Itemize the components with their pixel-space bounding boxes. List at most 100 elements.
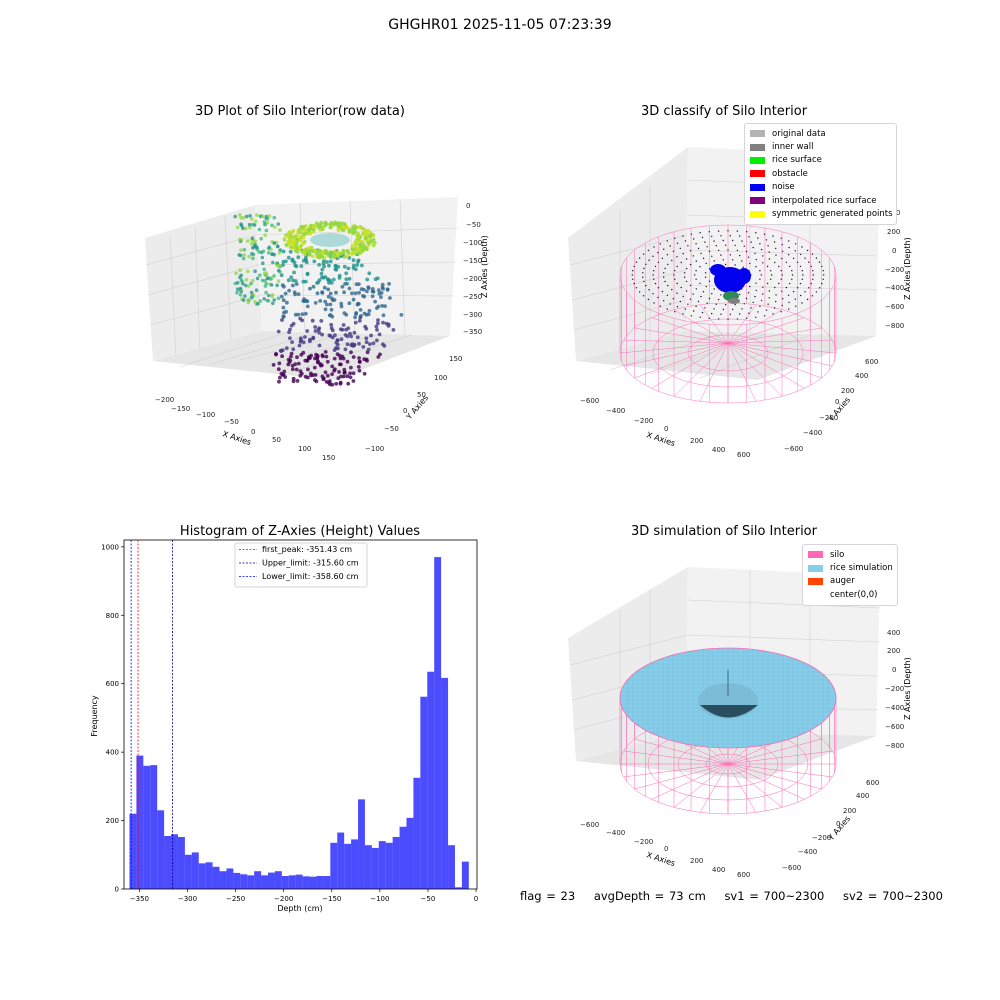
- raw-point: [329, 254, 334, 259]
- raw-point: [319, 363, 323, 368]
- surface-grid-dot: [679, 300, 681, 303]
- raw-point: [307, 246, 312, 250]
- raw-point: [257, 227, 262, 232]
- raw-point: [333, 267, 338, 272]
- raw-point: [298, 373, 303, 378]
- surface-grid-dot: [682, 313, 684, 315]
- raw-point: [337, 370, 341, 374]
- raw-point: [294, 282, 299, 286]
- silo-floor-spoke: [634, 342, 729, 379]
- raw-point: [238, 213, 242, 217]
- classify-silo-wireframe: [619, 224, 837, 404]
- histogram-legend: first_peak: -351.43 cm Upper_limit: -315.…: [234, 542, 368, 588]
- surface-grid-dot: [685, 258, 688, 260]
- raw-point: [276, 268, 281, 273]
- raw-x-tick: 150: [322, 454, 335, 462]
- raw-point: [326, 294, 331, 299]
- raw-point: [357, 368, 362, 373]
- surface-grid-dot: [671, 259, 673, 262]
- classify-x-tick: −400: [606, 407, 625, 415]
- surface-grid-dot: [708, 268, 711, 270]
- raw-point: [267, 251, 271, 255]
- simulation-x-tick: 0: [664, 845, 668, 853]
- raw-point: [247, 254, 251, 259]
- raw-point: [348, 371, 352, 376]
- raw-point: [319, 254, 324, 259]
- raw-point: [265, 216, 270, 221]
- raw-point: [285, 300, 289, 305]
- classify-x-tick: 0: [664, 425, 668, 433]
- classify-x-tick: 400: [712, 446, 725, 454]
- raw-point: [272, 274, 276, 278]
- surface-grid-dot: [729, 254, 732, 256]
- classify-y-tick: 600: [865, 358, 878, 366]
- raw-point: [293, 292, 297, 297]
- surface-grid-dot: [700, 295, 702, 298]
- surface-grid-dot: [717, 230, 720, 232]
- surface-grid-dot: [801, 278, 803, 280]
- surface-grid-dot: [823, 274, 825, 276]
- raw-point: [332, 253, 337, 257]
- raw-point: [238, 268, 242, 273]
- raw-point: [325, 373, 330, 378]
- surface-grid-dot: [748, 236, 750, 238]
- surface-grid-dot: [788, 240, 790, 242]
- histogram-bar: [143, 765, 151, 889]
- simulation-y-tick: 400: [856, 792, 869, 800]
- surface-grid-dot: [781, 290, 783, 293]
- surface-grid-dot: [708, 231, 710, 233]
- raw-point: [308, 356, 312, 360]
- surface-grid-dot: [674, 311, 676, 313]
- raw-point: [251, 246, 255, 250]
- figure-title: GHGHR01 2025-11-05 07:23:39: [388, 17, 612, 33]
- surface-grid-dot: [699, 316, 701, 318]
- raw-point: [253, 300, 257, 304]
- surface-grid-dot: [699, 282, 701, 284]
- surface-grid-dot: [768, 297, 770, 299]
- raw-point: [323, 220, 328, 225]
- surface-grid-dot: [704, 307, 706, 309]
- surface-grid-dot: [800, 294, 802, 297]
- raw-point: [353, 315, 357, 320]
- histogram-bar: [385, 842, 393, 889]
- raw-point: [272, 252, 277, 257]
- raw-point: [330, 298, 335, 302]
- surface-grid-dot: [666, 240, 668, 242]
- raw-point: [355, 302, 360, 307]
- surface-grid-dot: [804, 291, 806, 293]
- surface-grid-dot: [713, 260, 715, 262]
- surface-grid-dot: [754, 295, 756, 298]
- histogram-bar: [288, 875, 296, 889]
- raw-point: [331, 277, 336, 282]
- raw-point: [302, 232, 306, 236]
- simulation-x-ticks: −600 −400 −200 0 200 400 600: [580, 821, 750, 879]
- raw-3d-plot: −200 −150 −100 −50 0 50 100 150 −100 −50…: [145, 197, 489, 462]
- raw-point: [263, 284, 268, 288]
- surface-grid-dot: [821, 265, 823, 268]
- raw-point: [300, 225, 305, 230]
- surface-grid-dot: [801, 302, 803, 304]
- raw-point: [255, 245, 259, 250]
- surface-grid-dot: [657, 296, 659, 299]
- surface-grid-dot: [666, 294, 669, 296]
- raw-point: [238, 237, 242, 242]
- classify-z-tick: 200: [887, 228, 900, 236]
- raw-point: [300, 312, 305, 317]
- surface-grid-dot: [785, 261, 788, 264]
- raw-point: [286, 240, 290, 245]
- surface-grid-dot: [772, 235, 774, 237]
- x-tick-label: −300: [178, 895, 197, 903]
- simulation-x-tick: −200: [634, 838, 653, 846]
- raw-point: [376, 318, 380, 322]
- raw-point: [272, 241, 277, 245]
- raw-point: [276, 279, 281, 283]
- raw-point: [287, 288, 291, 293]
- raw-point: [258, 299, 263, 303]
- histogram-bar: [247, 875, 255, 889]
- raw-point: [346, 266, 351, 271]
- raw-point: [235, 290, 239, 295]
- surface-grid-dot: [788, 301, 790, 304]
- raw-point: [357, 360, 362, 364]
- raw-point: [333, 333, 337, 338]
- simulation-z-tick: 0: [892, 666, 896, 674]
